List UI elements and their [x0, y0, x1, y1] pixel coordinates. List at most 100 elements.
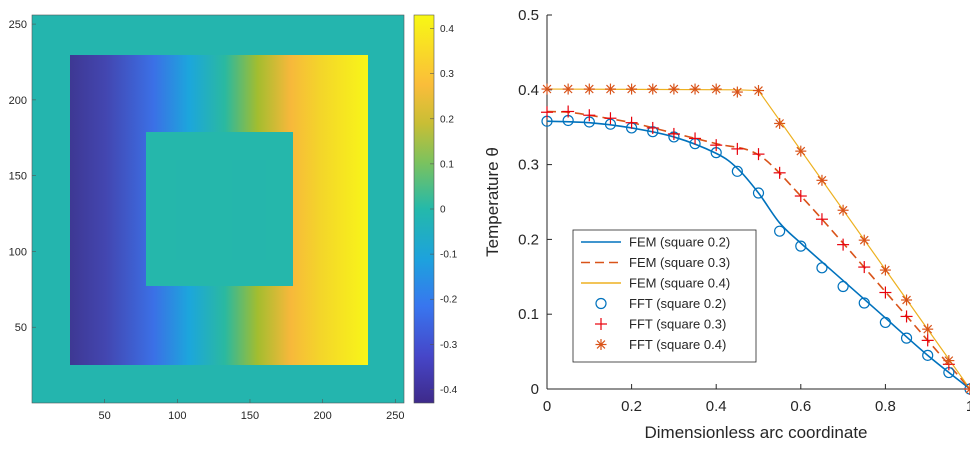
line-y-tick-label: 0.3 [518, 157, 539, 174]
data-point-plus [879, 286, 892, 299]
colorbar-tick-label: 0 [440, 205, 446, 216]
legend-label: FEM (square 0.3) [629, 255, 730, 270]
heatmap-x-tick-label: 250 [386, 410, 404, 422]
heatmap-inner-band-left [176, 160, 210, 260]
data-point-asterisk [668, 83, 680, 95]
heatmap-y-tick-label: 150 [9, 171, 27, 183]
heatmap-panel [31, 14, 405, 404]
data-point-asterisk [731, 86, 743, 98]
data-point-asterisk [795, 145, 807, 157]
data-point-circle [595, 297, 607, 310]
line-axes [546, 15, 970, 390]
data-point-plus [646, 121, 659, 134]
data-point-plus [858, 261, 871, 274]
data-point-plus [900, 310, 913, 323]
data-point-plus [921, 334, 934, 347]
colorbar-tick-label: -0.1 [440, 250, 458, 261]
data-point-asterisk [626, 83, 638, 95]
data-point-plus [667, 127, 680, 140]
line-x-tick-label: 0.8 [875, 398, 896, 415]
legend-label: FEM (square 0.4) [629, 276, 730, 291]
heatmap-x-tick-label: 150 [241, 410, 259, 422]
line-y-ticks: 0 0.1 0.2 0.3 0.4 0.5 [518, 7, 552, 398]
data-point-plus [583, 109, 596, 122]
data-point-plus [752, 148, 765, 161]
data-point-circle [922, 349, 934, 361]
legend-item: FEM (square 0.3) [581, 255, 730, 270]
colorbar-ticks: 0.4 0.3 0.2 0.1 0 -0.1 -0.2 -0.3 -0.4 [430, 24, 458, 396]
x-axis-label: Dimensionless arc coordinate [645, 423, 868, 442]
legend-label: FEM (square 0.2) [629, 235, 730, 250]
heatmap-inner-band-right [232, 160, 266, 260]
data-point-circle [879, 316, 892, 329]
colorbar-tick-label: -0.4 [440, 385, 458, 396]
heatmap-y-tick-label: 200 [9, 95, 27, 107]
data-point-asterisk [964, 383, 970, 395]
data-point-asterisk [753, 85, 764, 97]
data-point-plus [731, 142, 744, 155]
legend-item: FEM (square 0.2) [581, 235, 730, 250]
data-point-asterisk [689, 83, 701, 95]
series-4 [541, 105, 970, 395]
data-point-asterisk [583, 83, 595, 95]
colorbar-tick-label: 0.2 [440, 114, 454, 125]
line-x-tick-label: 0.2 [621, 398, 642, 415]
data-point-circle [731, 165, 743, 177]
colorbar-tick-label: -0.3 [440, 340, 458, 351]
data-point-asterisk [774, 117, 786, 129]
data-point-asterisk [858, 234, 870, 246]
data-point-plus [625, 116, 638, 129]
data-point-plus [773, 166, 786, 179]
data-point-asterisk [710, 83, 722, 95]
data-point-plus [541, 106, 553, 119]
data-point-asterisk [541, 83, 553, 95]
line-y-tick-label: 0.4 [518, 82, 539, 99]
data-point-plus [595, 318, 607, 330]
data-point-asterisk [922, 323, 934, 335]
heatmap-x-tick-label: 100 [168, 410, 186, 422]
data-point-plus [837, 238, 850, 251]
y-axis-label: Temperature θ [483, 147, 502, 257]
data-point-asterisk [647, 83, 659, 95]
line-x-tick-label: 1 [966, 398, 970, 415]
line-y-tick-label: 0.5 [518, 7, 539, 24]
legend-item: FFT (square 0.4) [595, 337, 726, 352]
data-point-asterisk [562, 83, 574, 95]
line-y-tick-label: 0.2 [518, 231, 539, 248]
colorbar-tick-label: 0.1 [440, 159, 454, 170]
data-point-plus [604, 112, 617, 125]
heatmap-x-tick-label: 50 [99, 410, 111, 422]
data-point-asterisk [879, 264, 891, 276]
data-point-plus [710, 139, 723, 152]
colorbar-tick-label: -0.2 [440, 295, 458, 306]
legend-item: FFT (square 0.2) [595, 296, 726, 311]
data-point-asterisk [595, 339, 607, 350]
legend-label: FFT (square 0.4) [629, 337, 726, 352]
line-y-tick-label: 0 [531, 381, 539, 398]
colorbar-tick-label: 0.4 [440, 24, 454, 35]
data-point-circle [752, 187, 765, 199]
line-series [541, 83, 970, 395]
data-point-circle [816, 262, 828, 274]
heatmap-frame [31, 14, 405, 404]
data-point-circle [774, 225, 786, 237]
colorbar-tick-label: 0.3 [440, 69, 454, 80]
data-point-asterisk [604, 83, 616, 95]
heatmap-x-ticks: 50 100 150 200 250 [99, 399, 404, 422]
heatmap-y-tick-label: 100 [9, 246, 27, 258]
data-point-circle [837, 280, 849, 293]
series-line [546, 110, 970, 390]
line-x-tick-label: 0.4 [706, 398, 727, 415]
legend-label: FFT (square 0.2) [629, 296, 726, 311]
data-point-circle [900, 332, 913, 344]
heatmap-y-tick-label: 50 [15, 322, 27, 334]
data-point-asterisk [901, 294, 913, 306]
line-x-tick-label: 0.6 [790, 398, 811, 415]
legend: FEM (square 0.2) FEM (square 0.3) FEM (squ… [572, 229, 757, 363]
data-point-asterisk [943, 355, 955, 367]
heatmap-y-tick-label: 250 [9, 19, 27, 31]
series-1 [546, 110, 970, 390]
legend-box [572, 229, 757, 363]
line-y-tick-label: 0.1 [518, 306, 539, 323]
